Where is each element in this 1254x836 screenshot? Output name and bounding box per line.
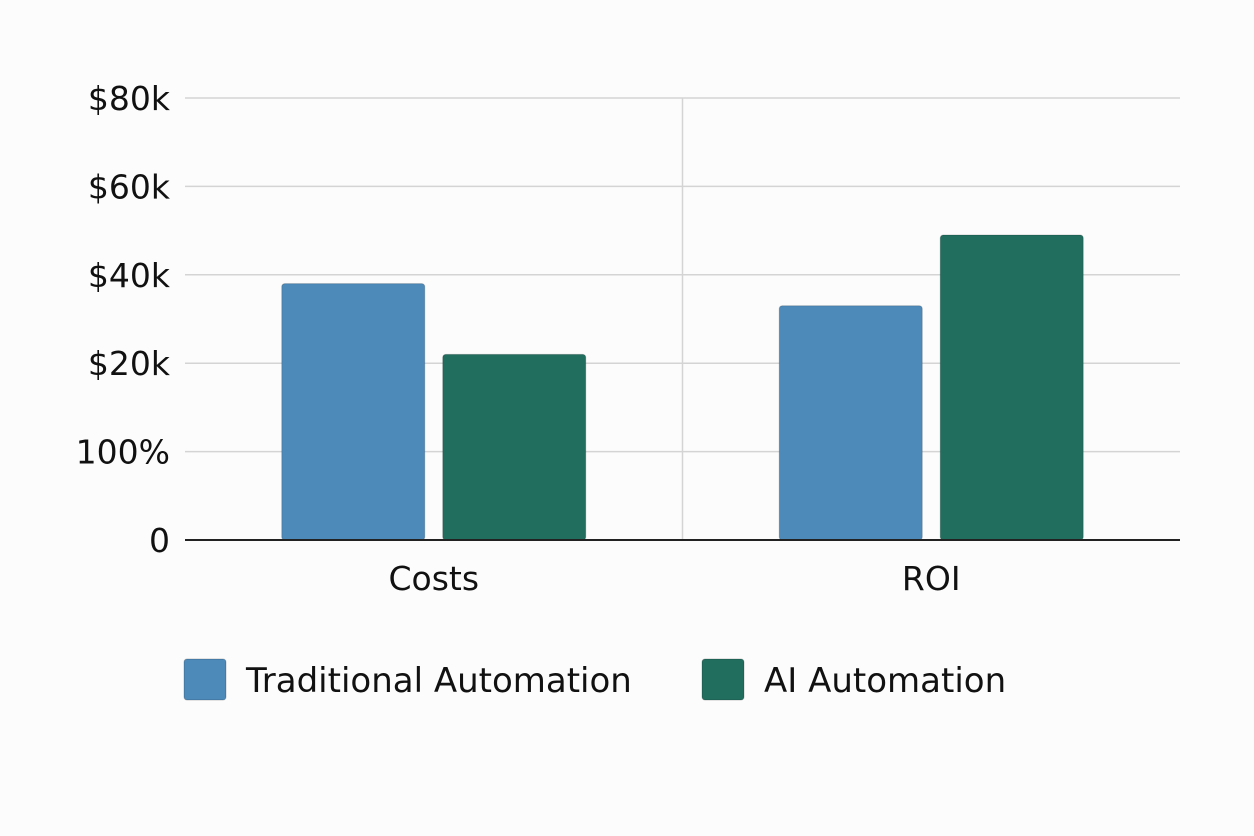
legend-label: Traditional Automation bbox=[245, 661, 632, 701]
x-axis-category-labels: Costs ROI bbox=[388, 559, 960, 598]
y-tick-label: 100% bbox=[76, 433, 170, 472]
bars bbox=[281, 234, 1084, 541]
bar-ai-costs[interactable] bbox=[442, 353, 587, 541]
legend-item-traditional[interactable]: Traditional Automation bbox=[183, 658, 632, 701]
y-tick-label: $20k bbox=[88, 344, 171, 383]
bar-traditional-roi[interactable] bbox=[778, 305, 923, 541]
y-axis-tick-labels: 0 100% $20k $40k $60k $80k bbox=[76, 79, 171, 560]
bar-ai-roi[interactable] bbox=[939, 234, 1084, 541]
x-category-label: ROI bbox=[902, 559, 961, 598]
bar-traditional-costs[interactable] bbox=[281, 283, 426, 541]
y-tick-label: $60k bbox=[88, 167, 171, 206]
legend-item-ai[interactable]: AI Automation bbox=[701, 658, 1006, 701]
y-tick-label: $40k bbox=[88, 256, 171, 295]
y-tick-label: 0 bbox=[149, 521, 170, 560]
legend-swatch bbox=[183, 658, 227, 701]
legend-label: AI Automation bbox=[764, 661, 1006, 701]
y-tick-label: $80k bbox=[88, 79, 171, 118]
legend[interactable]: Traditional Automation AI Automation bbox=[183, 658, 1006, 701]
x-category-label: Costs bbox=[388, 559, 479, 598]
legend-swatch bbox=[701, 658, 745, 701]
